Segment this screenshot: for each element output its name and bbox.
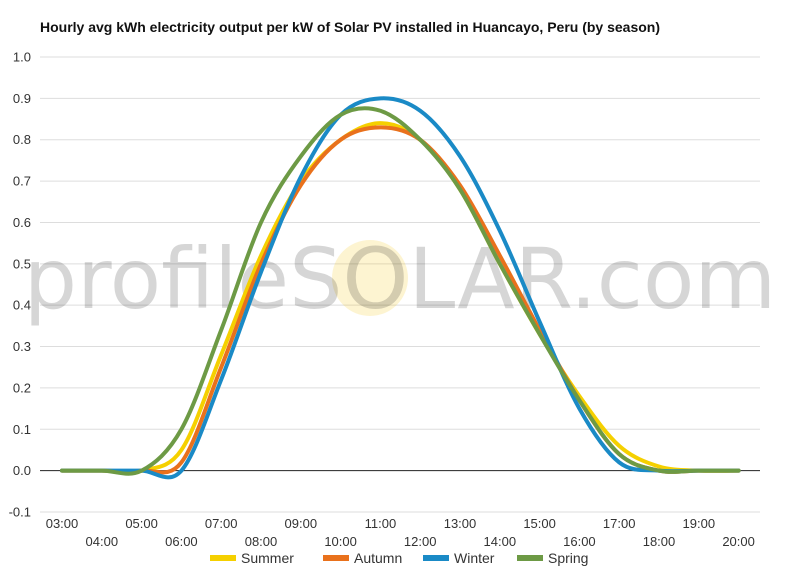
x-axis-ticks: 03:00 05:00 07:00 09:00 11:00 13:00 15:00 17:00… [46,516,755,549]
y-tick-label: -0.1 [9,505,31,520]
gridlines [40,56,760,513]
x-tick-label: 06:00 [165,534,198,549]
legend-label-autumn: Autumn [354,550,402,566]
y-tick-label: 0.0 [13,463,31,478]
x-tick-label: 14:00 [484,534,517,549]
x-tick-label: 18:00 [643,534,676,549]
y-tick-label: 0.5 [13,256,31,271]
x-tick-label: 20:00 [722,534,755,549]
series-line-spring [60,106,741,476]
y-tick-label: 0.2 [13,380,31,395]
y-tick-label: 0.6 [13,215,31,230]
y-tick-label: 0.3 [13,339,31,354]
watermark-sun-icon [332,240,408,316]
legend-label-spring: Spring [548,550,588,566]
x-tick-label: 03:00 [46,516,79,531]
series-line-winter [60,96,741,480]
y-tick-label: 0.9 [13,91,31,106]
x-tick-label: 16:00 [563,534,596,549]
series-lines [60,96,741,480]
x-tick-label: 13:00 [444,516,477,531]
x-tick-label: 12:00 [404,534,437,549]
x-tick-label: 15:00 [523,516,556,531]
legend-label-summer: Summer [241,550,294,566]
chart-title: Hourly avg kWh electricity output per kW… [40,19,661,35]
watermark-text: profileSOLAR.com [24,230,776,328]
legend-label-winter: Winter [454,550,495,566]
legend-swatch-winter [423,555,449,561]
x-tick-label: 10:00 [324,534,357,549]
x-tick-label: 08:00 [245,534,278,549]
series-line-summer [60,121,741,475]
legend-swatch-summer [210,555,236,561]
y-tick-label: 0.8 [13,132,31,147]
x-tick-label: 05:00 [125,516,158,531]
x-tick-label: 04:00 [86,534,119,549]
legend-swatch-autumn [323,555,349,561]
x-tick-label: 19:00 [683,516,716,531]
x-tick-label: 07:00 [205,516,238,531]
y-tick-label: 0.1 [13,422,31,437]
x-tick-label: 11:00 [365,516,397,531]
y-axis-ticks: -0.1 0.0 0.1 0.2 0.3 0.4 0.5 0.6 0.7 0.8 0.9 1.0 [9,50,31,520]
x-tick-label: 17:00 [603,516,636,531]
y-tick-label: 1.0 [13,50,31,65]
y-tick-label: 0.4 [13,298,31,313]
legend-swatch-spring [517,555,543,561]
watermark: profileSOLAR.com [24,230,776,328]
y-tick-label: 0.7 [13,174,31,189]
x-tick-label: 09:00 [285,516,318,531]
legend: Summer Autumn Winter Spring [210,550,588,566]
